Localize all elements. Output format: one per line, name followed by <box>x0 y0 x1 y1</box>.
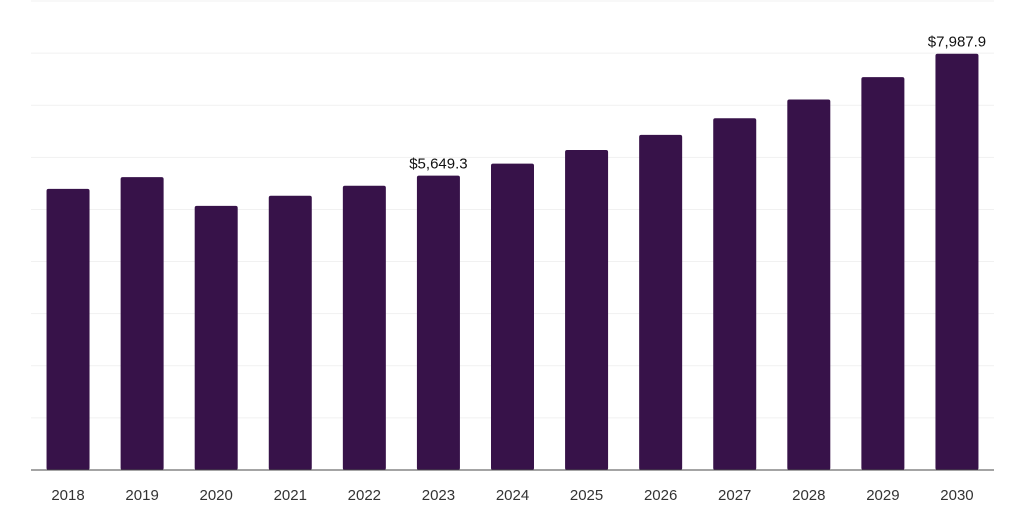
x-tick-label-2022: 2022 <box>348 487 381 504</box>
x-tick-label-2025: 2025 <box>570 487 603 504</box>
x-tick-label-2024: 2024 <box>496 487 529 504</box>
bar-2026[interactable] <box>639 134 683 471</box>
x-axis-tick-labels: 2018 2019 2020 2021 2022 2023 2024 2025 2026 2027… <box>51 487 973 504</box>
x-tick-label-2028: 2028 <box>792 487 825 504</box>
bar-2029[interactable] <box>861 77 905 471</box>
bar-2020[interactable] <box>194 205 238 471</box>
x-tick-label-2030: 2030 <box>940 487 973 504</box>
bar-2022[interactable] <box>342 185 386 470</box>
x-tick-label-2021: 2021 <box>274 487 307 504</box>
bar-2024[interactable] <box>491 163 534 470</box>
bar-2019[interactable] <box>120 177 164 471</box>
x-tick-label-2020: 2020 <box>200 487 233 504</box>
bar-2018[interactable] <box>46 188 90 471</box>
x-tick-label-2023: 2023 <box>422 487 455 504</box>
bar-2021[interactable] <box>268 195 312 470</box>
bar-2028[interactable] <box>787 99 831 471</box>
bar-2030[interactable] <box>935 53 979 470</box>
x-tick-label-2027: 2027 <box>718 487 751 504</box>
x-tick-label-2019: 2019 <box>125 487 158 504</box>
x-tick-label-2026: 2026 <box>644 487 677 504</box>
data-label-2023: $5,649.3 <box>409 156 467 173</box>
x-tick-label-2029: 2029 <box>866 487 899 504</box>
data-label-2030: $7,987.9 <box>928 34 986 51</box>
bar-2025[interactable] <box>565 150 609 470</box>
bar-2023[interactable] <box>416 175 460 470</box>
data-labels: $5,649.3 $7,987.9 <box>409 34 986 173</box>
bars <box>46 53 979 471</box>
x-tick-label-2018: 2018 <box>51 487 84 504</box>
bar-2027[interactable] <box>713 118 757 470</box>
